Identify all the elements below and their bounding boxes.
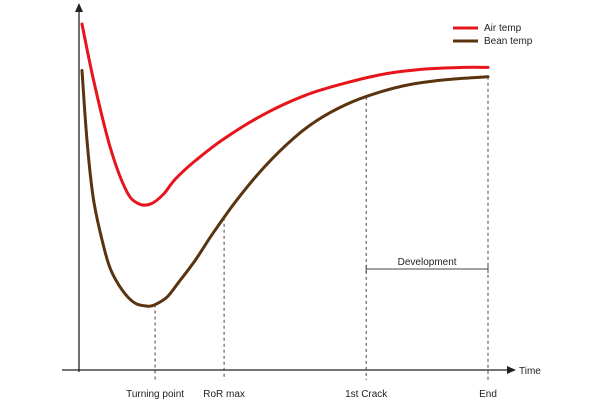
marker-label-ror-max: RoR max [203,389,245,400]
series-line-bean-temp [80,69,490,308]
legend-label-air-temp: Air temp [484,23,522,34]
x-axis-label: Time [519,366,541,377]
series-line-air-temp [80,22,490,207]
development-label: Development [398,257,457,268]
marker-labels-layer: Turning point RoR max 1st Crack End [126,389,497,400]
legend: Air temp Bean temp [453,23,533,47]
x-axis-arrow-icon [507,366,516,374]
legend-label-bean-temp: Bean temp [484,36,533,47]
marker-label-end: End [479,389,497,400]
series-layer [80,22,490,308]
y-axis-arrow-icon [75,3,83,12]
guides-layer [154,76,489,380]
marker-label-turning-point: Turning point [126,389,184,400]
marker-label-1st-crack: 1st Crack [345,389,388,400]
development-annotation: Development [365,257,489,273]
